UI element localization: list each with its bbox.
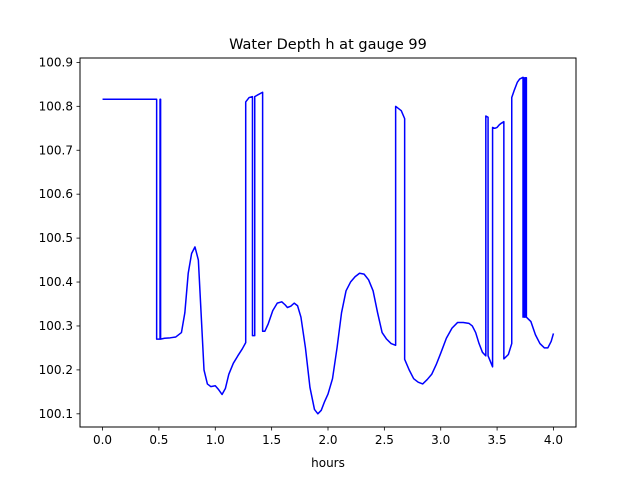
x-tick-label: 0.5 bbox=[149, 433, 168, 447]
x-tick-label: 2.5 bbox=[375, 433, 394, 447]
x-tick-label: 4.0 bbox=[544, 433, 563, 447]
x-axis: 0.0 0.5 1.0 1.5 2.0 2.5 3.0 3.5 4.0 bbox=[93, 427, 563, 447]
y-tick-label: 100.4 bbox=[39, 275, 73, 289]
x-tick-label: 1.5 bbox=[262, 433, 281, 447]
plot-area-frame bbox=[79, 57, 577, 428]
chart-title: Water Depth h at gauge 99 bbox=[229, 37, 427, 53]
y-tick-label: 100.2 bbox=[39, 363, 73, 377]
y-tick-label: 100.3 bbox=[39, 319, 73, 333]
x-tick-label: 1.0 bbox=[206, 433, 225, 447]
x-tick-label: 2.0 bbox=[318, 433, 337, 447]
y-tick-label: 100.7 bbox=[39, 143, 73, 157]
x-tick-label: 0.0 bbox=[93, 433, 112, 447]
y-axis: 100.1 100.2 100.3 100.4 100.5 100.6 100.7 100.8… bbox=[39, 55, 80, 421]
x-axis-label: hours bbox=[311, 456, 345, 470]
y-tick-label: 100.1 bbox=[39, 407, 73, 421]
x-tick-label: 3.0 bbox=[431, 433, 450, 447]
series-line-1 bbox=[102, 76, 555, 415]
series-layer bbox=[102, 76, 555, 415]
x-tick-label: 3.5 bbox=[488, 433, 507, 447]
y-tick-label: 100.8 bbox=[39, 99, 73, 113]
y-tick-label: 100.6 bbox=[39, 187, 73, 201]
y-tick-label: 100.5 bbox=[39, 231, 73, 245]
y-tick-label: 100.9 bbox=[39, 55, 73, 69]
